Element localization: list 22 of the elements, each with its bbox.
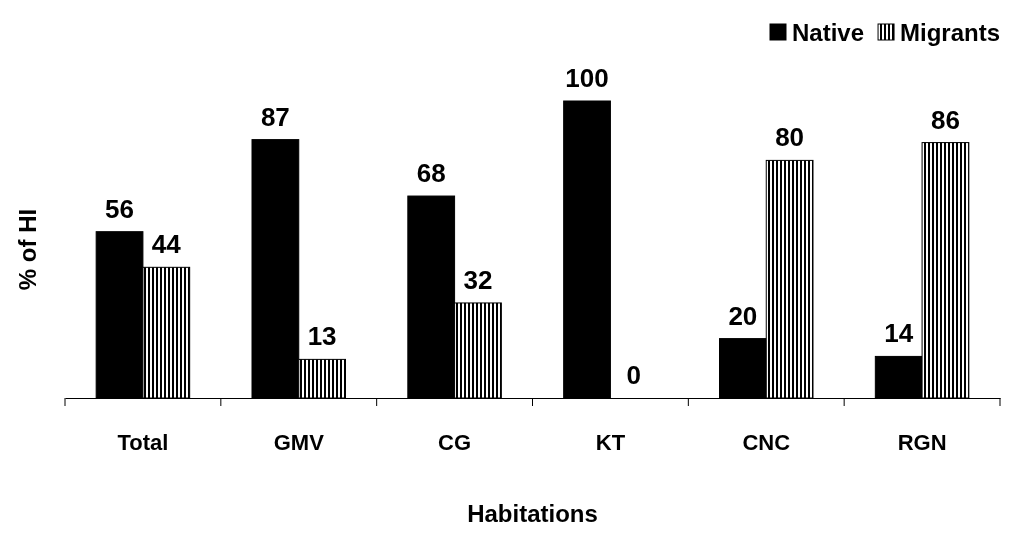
x-tick-label: Total (117, 429, 169, 455)
data-label: 20 (728, 300, 758, 331)
data-label: 32 (463, 264, 493, 295)
data-label: 80 (775, 122, 805, 153)
x-axis-title: Habitations (467, 500, 598, 527)
x-tick-label: KT (595, 429, 626, 455)
data-label: 87 (260, 101, 290, 132)
legend-label: Migrants (900, 19, 1001, 46)
data-label: 13 (307, 321, 337, 352)
x-tick-label: CNC (742, 429, 791, 455)
data-label: 86 (931, 104, 960, 135)
legend-label: Native (792, 19, 865, 46)
data-label: 44 (151, 229, 182, 260)
x-tick-label: RGN (897, 429, 947, 455)
x-tick-label: CG (438, 429, 472, 455)
data-label: 14 (884, 318, 914, 349)
y-axis-title: % of HI (14, 208, 41, 291)
data-label: 56 (105, 193, 134, 224)
data-label: 68 (416, 158, 446, 189)
data-label: 100 (565, 63, 609, 93)
x-tick-label: GMV (273, 429, 325, 455)
data-label: 0 (626, 360, 642, 390)
